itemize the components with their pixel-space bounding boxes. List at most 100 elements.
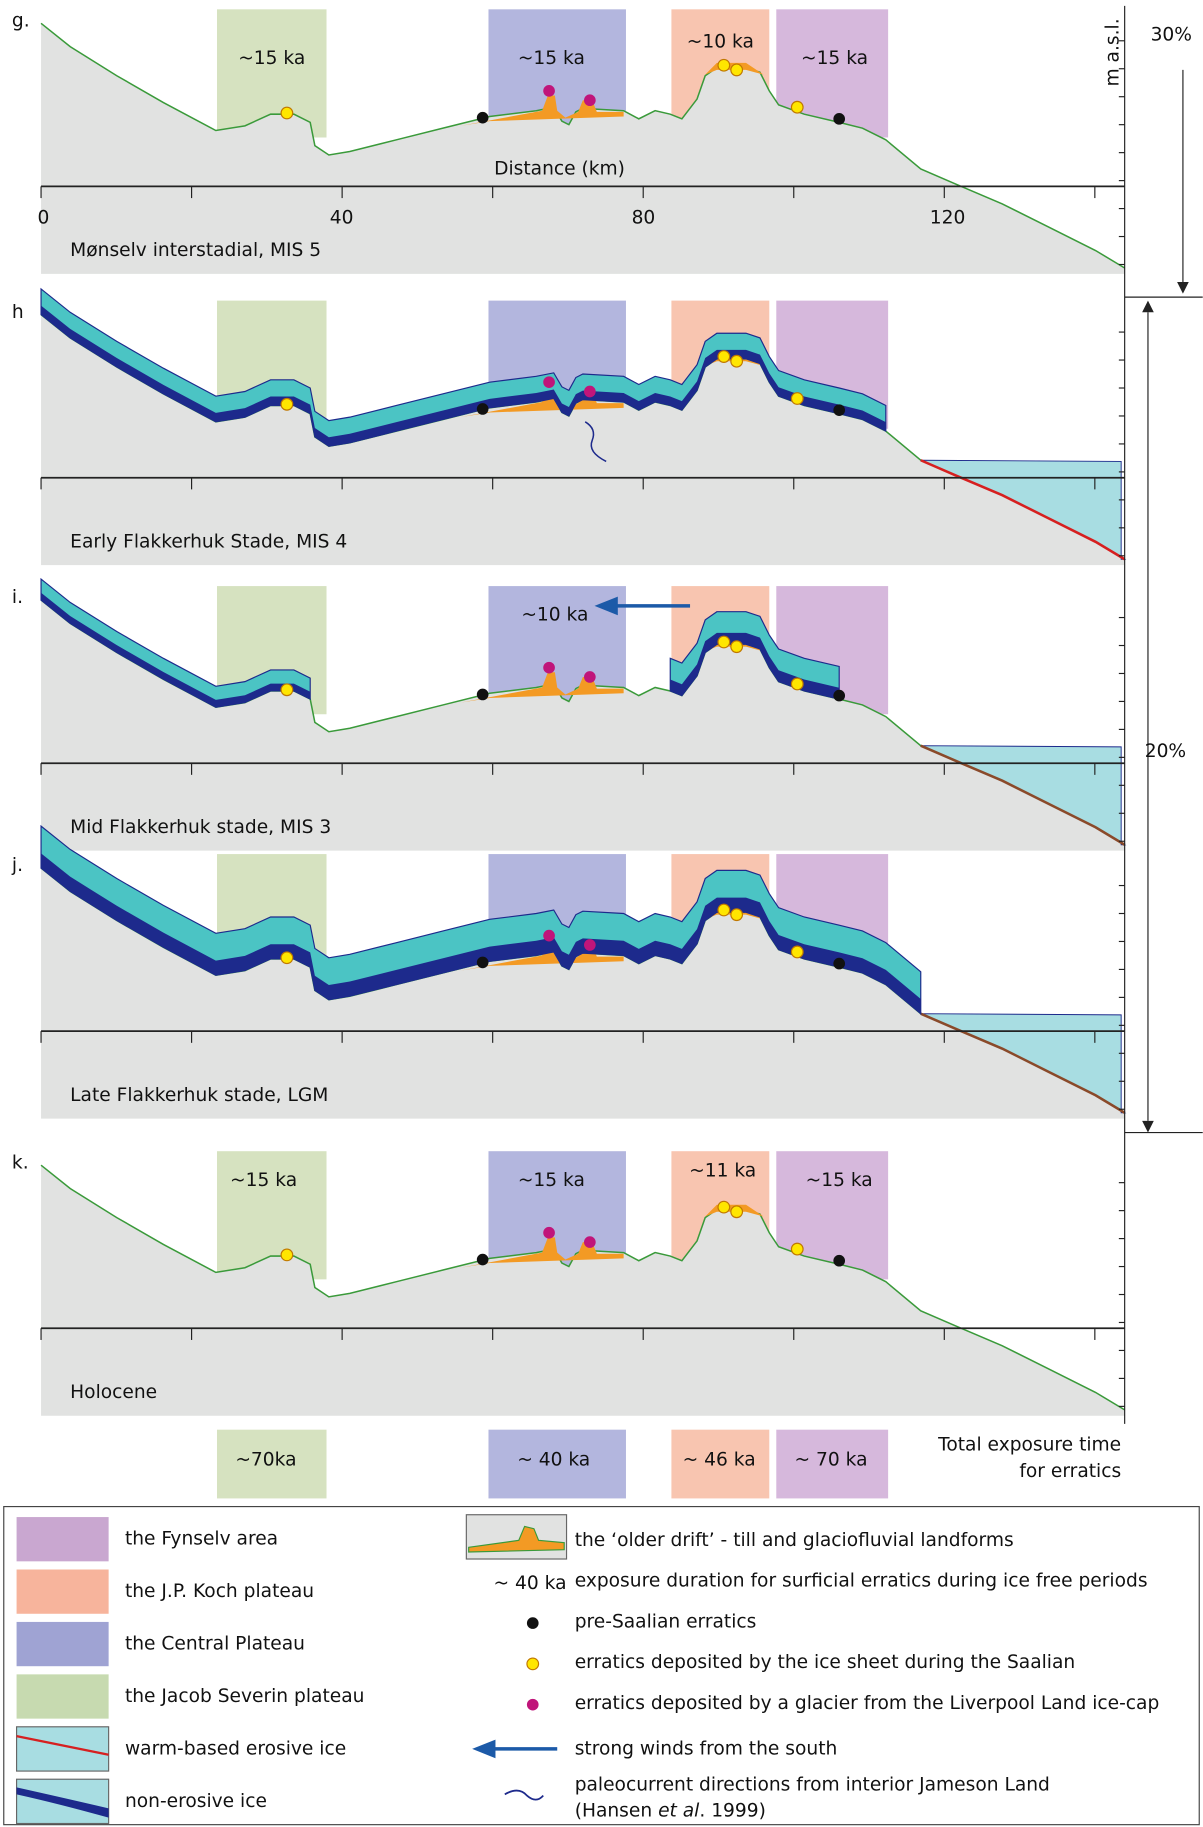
yellow-dot	[718, 59, 730, 71]
yellow-dot	[731, 641, 743, 653]
black-dot	[833, 113, 845, 125]
swatch	[17, 1622, 109, 1666]
magenta-dot	[543, 930, 555, 942]
citation-part: . 1999)	[699, 1800, 766, 1821]
yellow-dot	[731, 355, 743, 367]
yellow-dot	[718, 351, 730, 363]
y-axis-title: m a.s.l.	[1103, 18, 1124, 86]
x-tick-label: 120	[930, 207, 966, 228]
yellow-dot	[731, 64, 743, 76]
wind-arrow	[472, 1740, 495, 1759]
legend-label: the Jacob Severin plateau	[125, 1686, 364, 1707]
panel-caption: Early Flakkerhuk Stade, MIS 4	[70, 531, 347, 552]
yellow-dot	[791, 946, 803, 958]
exposure-label: ~10 ka	[521, 605, 588, 626]
swatch	[17, 1727, 109, 1771]
drift-icon	[466, 1515, 566, 1559]
yellow-dot	[791, 1243, 803, 1255]
legend-label: exposure duration for surficial erratics…	[575, 1571, 1148, 1592]
magenta-dot	[584, 386, 596, 398]
exposure-label: ~11 ka	[689, 1161, 756, 1182]
magenta-dot	[543, 376, 555, 388]
legend-label: non-erosive ice	[125, 1791, 267, 1812]
current-arrow	[505, 1791, 543, 1800]
yellow-dot	[281, 952, 293, 964]
panels: g. Mønselv interstadial, MIS 5 ~15 ka ~15 k…	[11, 9, 1125, 1415]
panel: k. Holocene ~15 ka ~15 ka ~11 ka ~15 ka	[12, 1151, 1125, 1415]
yellow-dot	[281, 1249, 293, 1261]
swatch	[17, 1569, 109, 1613]
legend-label: warm-based erosive ice	[125, 1738, 346, 1759]
percent-label: 30%	[1151, 24, 1192, 45]
axis-title: Distance (km)	[494, 158, 625, 179]
yellow-dot	[718, 636, 730, 648]
magenta-dot	[543, 85, 555, 97]
magenta-dot	[543, 662, 555, 674]
arrow-head	[1177, 282, 1189, 294]
legend-key: ~ 40 ka	[494, 1573, 567, 1594]
black-dot	[477, 403, 489, 415]
black-dot	[527, 1617, 539, 1629]
total-label: ~ 46 ka	[683, 1449, 756, 1470]
citation-part: et al	[658, 1800, 700, 1821]
yellow-dot	[718, 1201, 730, 1213]
total-label: ~ 70 ka	[795, 1449, 868, 1470]
panel: i.Mid Flakkerhuk stade, MIS 3~10 ka	[12, 579, 1125, 850]
yellow-dot	[791, 678, 803, 690]
legend-label: erratics deposited by a glacier from the…	[575, 1693, 1160, 1714]
legend-label: paleocurrent directions from interior Ja…	[575, 1775, 1050, 1796]
x-tick-label: 80	[632, 207, 656, 228]
total-title: Total exposure time	[937, 1434, 1121, 1455]
black-dot	[833, 958, 845, 970]
exposure-label: ~10 ka	[687, 31, 754, 52]
panel-caption: Mid Flakkerhuk stade, MIS 3	[70, 817, 331, 838]
swatch	[17, 1674, 109, 1718]
yellow-dot	[281, 107, 293, 119]
panel-letter: j.	[11, 855, 23, 876]
yellow-dot	[718, 904, 730, 916]
exposure-label: ~15 ka	[238, 48, 305, 69]
total-label: ~ 40 ka	[517, 1449, 590, 1470]
total-title: for erratics	[1019, 1461, 1121, 1482]
black-dot	[833, 690, 845, 702]
legend-label: the ‘older drift’ - till and glaciofluvi…	[575, 1530, 1014, 1551]
legend-label: the Fynselv area	[125, 1529, 278, 1550]
black-dot	[477, 689, 489, 701]
citation-part: (Hansen	[575, 1800, 658, 1821]
magenta-dot	[527, 1699, 539, 1711]
panel-caption: Late Flakkerhuk stade, LGM	[70, 1085, 328, 1106]
panel-caption: Mønselv interstadial, MIS 5	[70, 240, 321, 261]
swatch	[17, 1517, 109, 1561]
legend-label: erratics deposited by the ice sheet duri…	[575, 1652, 1075, 1673]
legend-label: the Central Plateau	[125, 1634, 305, 1655]
yellow-dot	[527, 1658, 539, 1670]
yellow-dot	[731, 909, 743, 921]
legend-citation: (Hansen et al. 1999)	[575, 1800, 766, 1821]
magenta-dot	[584, 939, 596, 951]
percent-label: 20%	[1145, 741, 1186, 762]
legend-label: strong winds from the south	[575, 1738, 838, 1759]
exposure-label: ~15 ka	[806, 1170, 873, 1191]
panel-caption: Holocene	[70, 1382, 157, 1403]
magenta-dot	[584, 671, 596, 683]
magenta-dot	[543, 1227, 555, 1239]
legend-label: pre-Saalian erratics	[575, 1611, 757, 1632]
exposure-label: ~15 ka	[801, 48, 868, 69]
black-dot	[833, 1255, 845, 1267]
yellow-dot	[281, 684, 293, 696]
x-tick-label: 0	[37, 207, 49, 228]
magenta-dot	[584, 94, 596, 106]
exposure-label: ~15 ka	[518, 1170, 585, 1191]
panel: j. Late Flakkerhuk stade, LGM	[11, 826, 1125, 1118]
panel: g. Mønselv interstadial, MIS 5 ~15 ka ~15 k…	[12, 9, 1125, 273]
legend: the Fynselv area the J.P. Koch plateau t…	[4, 1507, 1199, 1825]
yellow-dot	[791, 101, 803, 113]
black-dot	[477, 112, 489, 124]
exposure-label: ~15 ka	[230, 1170, 297, 1191]
panel-letter: g.	[12, 10, 30, 31]
x-tick-label: 40	[330, 207, 354, 228]
yellow-dot	[791, 393, 803, 405]
total-label: ~70ka	[235, 1449, 296, 1470]
panel-letter: k.	[12, 1152, 29, 1173]
panel-letter: h	[12, 302, 24, 323]
